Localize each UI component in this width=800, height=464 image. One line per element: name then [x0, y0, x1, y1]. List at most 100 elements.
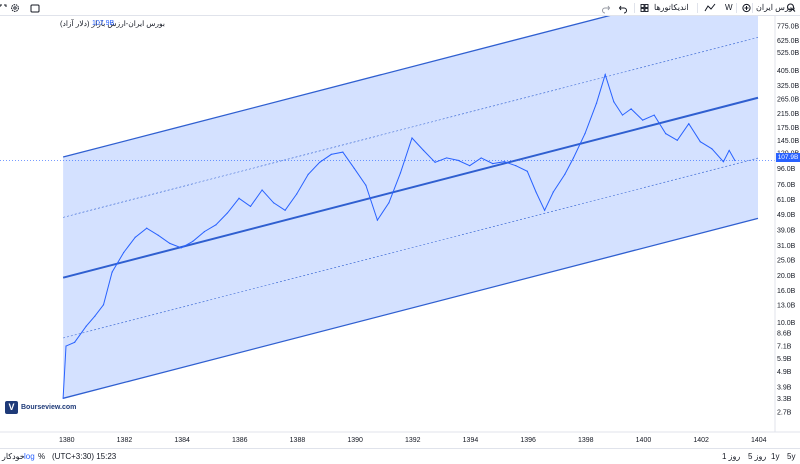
price-point	[169, 242, 171, 244]
price-point	[296, 193, 298, 195]
search-icon[interactable]	[786, 1, 796, 15]
price-tick-label: 625.0B	[777, 38, 800, 45]
price-tick-label: 49.0B	[777, 212, 796, 219]
range-1d[interactable]: 1 روز	[722, 452, 741, 461]
price-point	[342, 151, 344, 153]
time-tick-label: 1402	[693, 437, 709, 444]
price-point	[376, 219, 378, 221]
price-tick-label: 405.0B	[777, 68, 800, 75]
price-point	[469, 165, 471, 167]
price-tick-label: 7.1B	[777, 344, 792, 351]
channel-mid-line[interactable]	[62, 96, 759, 279]
price-point	[446, 157, 448, 159]
toolbar-divider	[752, 3, 753, 13]
price-point	[65, 345, 67, 347]
interval-button[interactable]: W	[725, 3, 733, 12]
price-tick-label: 2.7B	[777, 410, 792, 417]
price-point	[621, 114, 624, 116]
layout-icon[interactable]	[640, 1, 649, 15]
price-point	[399, 172, 402, 174]
price-tick-label: 96.0B	[777, 166, 796, 173]
time-tick-label: 1388	[290, 437, 306, 444]
price-point	[676, 139, 678, 141]
price-point	[365, 184, 367, 186]
compare-icon[interactable]	[704, 1, 716, 15]
gear-icon[interactable]	[10, 1, 20, 15]
regression-channel[interactable]	[62, 16, 759, 399]
chart-legend-value: 107.9B	[92, 20, 115, 27]
price-tick-label: 325.0B	[777, 83, 800, 90]
price-point	[613, 101, 615, 103]
price-tick-label: 215.0B	[777, 111, 800, 118]
price-point	[330, 153, 332, 155]
price-point	[134, 236, 136, 238]
channel-lower-line[interactable]	[62, 217, 759, 399]
camera-icon[interactable]	[30, 1, 40, 15]
undo-icon[interactable]	[618, 1, 628, 15]
price-point	[94, 315, 96, 317]
price-point	[238, 197, 240, 199]
price-point	[552, 191, 554, 193]
price-point	[688, 123, 690, 125]
price-point	[203, 231, 205, 233]
price-tick-label: 13.0B	[777, 302, 796, 309]
time-tick-label: 1398	[578, 437, 594, 444]
toolbar-divider	[697, 3, 698, 13]
price-tick-label: 8.6B	[777, 330, 792, 337]
price-point	[319, 161, 321, 163]
price-point	[85, 325, 87, 327]
price-tick-label: 20.0B	[777, 273, 796, 280]
price-point	[642, 119, 644, 121]
price-tick-label: 76.0B	[777, 182, 796, 189]
symbol-name[interactable]: بورس ایران	[756, 3, 796, 12]
channel-fill	[63, 16, 758, 399]
percent-toggle[interactable]: %	[38, 452, 46, 461]
price-tick-label: 16.0B	[777, 288, 796, 295]
log-toggle[interactable]: log	[24, 452, 35, 461]
plus-circle-icon[interactable]	[742, 1, 751, 15]
price-tick-label: 10.0B	[777, 320, 796, 327]
price-tick-label: 4.9B	[777, 369, 792, 376]
time-axis[interactable]: 1380 1382 1384 1386 1388 1390 1392 1394 1396 1398…	[59, 437, 767, 444]
auto-toggle[interactable]: خودکار	[2, 452, 25, 461]
price-point	[722, 161, 725, 163]
time-tick-label: 1380	[59, 437, 75, 444]
price-point	[353, 167, 355, 170]
price-tick-label: 775.0B	[777, 24, 800, 31]
price-series-path[interactable]	[62, 72, 736, 399]
price-point	[422, 149, 425, 152]
price-tick-label: 3.9B	[777, 384, 792, 391]
price-line[interactable]	[0, 72, 775, 399]
price-point	[572, 157, 575, 159]
price-point	[102, 304, 105, 306]
price-point	[480, 157, 482, 159]
price-point	[261, 189, 263, 191]
price-chart[interactable]: 775.0B 625.0B 525.0B 405.0B 325.0B 265.0B 215.…	[0, 16, 800, 448]
price-point	[564, 173, 566, 175]
time-tick-label: 1384	[174, 437, 190, 444]
price-tick-label: 3.3B	[777, 396, 792, 403]
time-tick-label: 1392	[405, 437, 421, 444]
price-point	[503, 161, 505, 163]
price-point	[699, 141, 701, 143]
indicators-button[interactable]: اندیکاتورها	[654, 3, 689, 12]
price-point	[630, 108, 632, 110]
time-tick-label: 1386	[232, 437, 248, 444]
price-point	[584, 133, 586, 135]
time-tick-label: 1390	[347, 437, 363, 444]
time-tick-label: 1404	[751, 437, 767, 444]
redo-icon[interactable]	[601, 1, 611, 15]
price-point	[665, 133, 667, 135]
price-point	[544, 209, 546, 211]
price-point	[535, 191, 537, 193]
timezone-label[interactable]: (UTC+3:30) 15:23	[52, 452, 117, 461]
price-tick-label: 5.9B	[777, 356, 792, 363]
range-1y[interactable]: 1y	[771, 452, 780, 461]
channel-upper-line[interactable]	[62, 16, 758, 158]
range-5d[interactable]: 5 روز	[748, 452, 767, 461]
price-axis[interactable]: 775.0B 625.0B 525.0B 405.0B 325.0B 265.0B 215.…	[777, 24, 800, 417]
price-point	[146, 227, 148, 229]
fullscreen-icon[interactable]	[0, 1, 7, 15]
price-point	[653, 114, 655, 116]
range-5y[interactable]: 5y	[787, 452, 796, 461]
